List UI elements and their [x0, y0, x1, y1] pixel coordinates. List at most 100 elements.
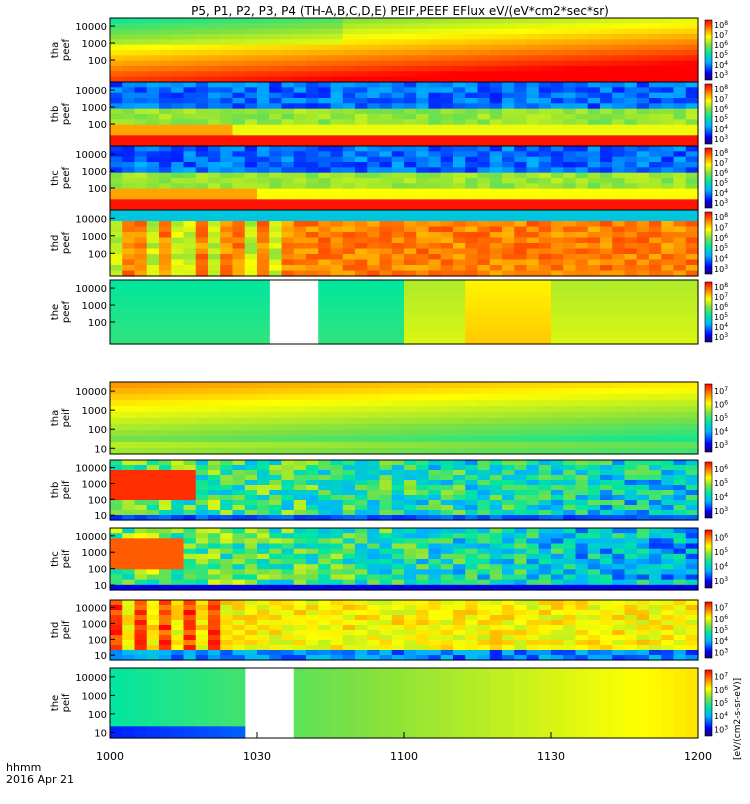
heatmap-cell	[661, 162, 674, 168]
heatmap-cell	[171, 544, 184, 550]
heatmap-cell	[282, 650, 295, 656]
heatmap-cell	[502, 87, 515, 93]
heatmap-cell	[404, 125, 417, 131]
heatmap-cell	[196, 323, 209, 329]
heatmap-cell	[257, 312, 270, 318]
heatmap-cell	[661, 505, 674, 511]
heatmap-cell	[588, 173, 601, 179]
heatmap-cell	[355, 569, 368, 575]
heatmap-cell	[135, 564, 148, 570]
heatmap-cell	[208, 183, 221, 189]
heatmap-cell	[306, 82, 319, 88]
heatmap-cell	[429, 61, 442, 67]
heatmap-cell	[563, 39, 576, 45]
heatmap-cell	[612, 34, 625, 40]
heatmap-cell	[220, 114, 233, 120]
heatmap-cell	[674, 301, 687, 307]
heatmap-cell	[318, 296, 331, 302]
heatmap-cell	[661, 210, 674, 216]
heatmap-cell	[600, 490, 613, 496]
heatmap-cell	[220, 388, 233, 395]
heatmap-cell	[429, 528, 442, 534]
heatmap-cell	[110, 227, 123, 233]
heatmap-cell	[343, 29, 356, 35]
heatmap-cell	[392, 238, 405, 244]
heatmap-cell	[478, 490, 491, 496]
heatmap-cell	[257, 495, 270, 501]
heatmap-cell	[502, 412, 515, 419]
heatmap-cell	[380, 569, 393, 575]
heatmap-cell	[331, 490, 344, 496]
heatmap-cell	[625, 505, 638, 511]
heatmap-cell	[159, 635, 172, 641]
heatmap-cell	[343, 640, 356, 646]
heatmap-cell	[367, 130, 380, 136]
heatmap-cell	[367, 227, 380, 233]
heatmap-cell	[269, 544, 282, 550]
heatmap-cell	[245, 559, 258, 565]
heatmap-cell	[343, 260, 356, 266]
heatmap-cell	[257, 490, 270, 496]
heatmap-cell	[184, 254, 197, 260]
heatmap-cell	[233, 323, 246, 329]
heatmap-cell	[208, 227, 221, 233]
heatmap-cell	[539, 34, 552, 40]
heatmap-cell	[625, 162, 638, 168]
heatmap-cell	[429, 183, 442, 189]
heatmap-cell	[612, 173, 625, 179]
heatmap-cell	[331, 610, 344, 616]
heatmap-cell	[416, 312, 429, 318]
heatmap-cell	[233, 490, 246, 496]
heatmap-cell	[465, 328, 478, 334]
heatmap-cell	[465, 430, 478, 437]
heatmap-cell	[527, 238, 540, 244]
heatmap-cell	[343, 18, 356, 24]
heatmap-cell	[318, 625, 331, 631]
heatmap-cell	[551, 388, 564, 395]
heatmap-cell	[392, 554, 405, 560]
heatmap-cell	[661, 323, 674, 329]
heatmap-cell	[612, 528, 625, 534]
heatmap-cell	[453, 157, 466, 163]
heatmap-cell	[159, 328, 172, 334]
heatmap-cell	[196, 418, 209, 425]
heatmap-cell	[233, 157, 246, 163]
heatmap-cell	[245, 249, 258, 255]
heatmap-cell	[661, 254, 674, 260]
heatmap-cell	[478, 495, 491, 501]
heatmap-cell	[135, 312, 148, 318]
heatmap-cell	[416, 194, 429, 200]
heatmap-cell	[563, 333, 576, 339]
heatmap-cell	[318, 82, 331, 88]
heatmap-cell	[674, 442, 687, 449]
heatmap-cell	[600, 328, 613, 334]
heatmap-cell	[343, 173, 356, 179]
heatmap-cell	[514, 538, 527, 544]
heatmap-cell	[465, 312, 478, 318]
heatmap-cell	[355, 480, 368, 486]
y-tick-label: 1000	[82, 167, 107, 178]
heatmap-cell	[686, 238, 699, 244]
heatmap-cell	[208, 98, 221, 104]
heatmap-cell	[343, 564, 356, 570]
heatmap-cell	[343, 388, 356, 395]
heatmap-cell	[184, 29, 197, 35]
heatmap-cell	[686, 18, 699, 24]
heatmap-cell	[220, 430, 233, 437]
heatmap-cell	[588, 554, 601, 560]
heatmap-cell	[282, 135, 295, 141]
heatmap-cell	[612, 23, 625, 29]
heatmap-cell	[318, 460, 331, 466]
heatmap-cell	[514, 406, 527, 413]
heatmap-cell	[441, 406, 454, 413]
heatmap-cell	[380, 87, 393, 93]
heatmap-cell	[465, 549, 478, 555]
heatmap-cell	[147, 436, 160, 443]
heatmap-cell	[637, 485, 650, 491]
heatmap-cell	[171, 610, 184, 616]
heatmap-cell	[576, 436, 589, 443]
heatmap-cell	[294, 485, 307, 491]
heatmap-cell	[147, 260, 160, 266]
heatmap-cell	[478, 323, 491, 329]
heatmap-cell	[661, 221, 674, 227]
